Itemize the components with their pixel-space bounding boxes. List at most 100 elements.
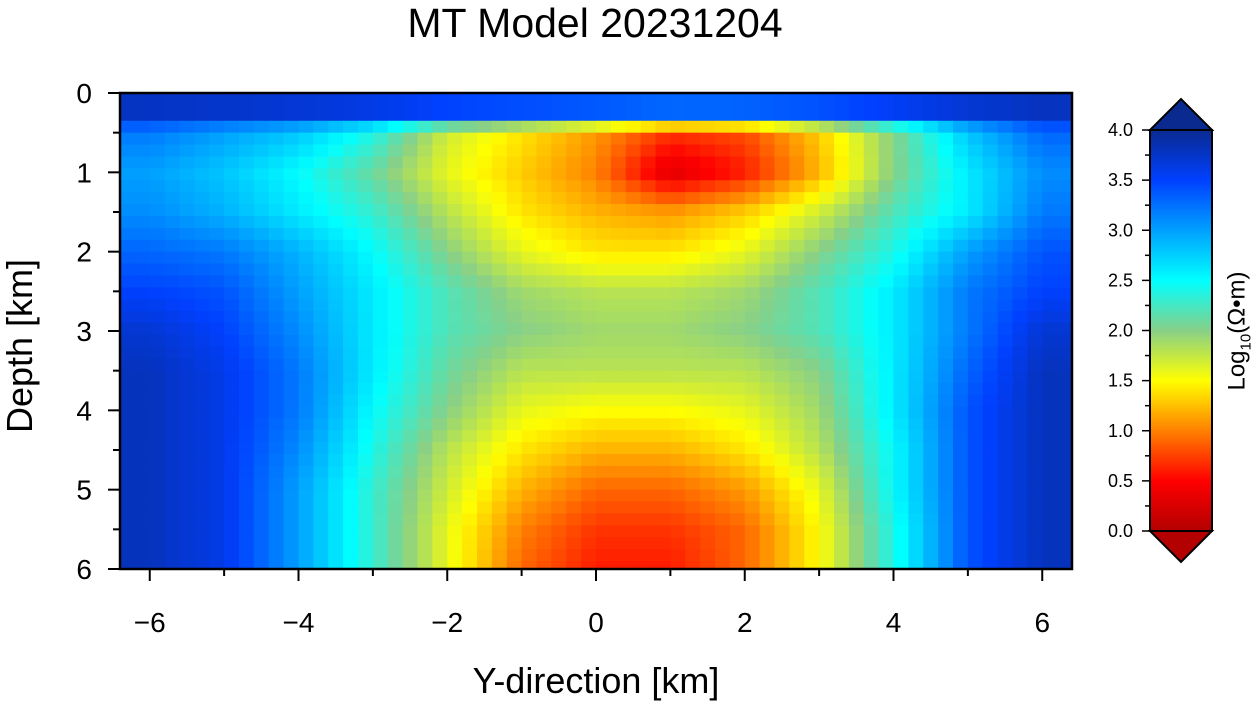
heatmap-cell <box>1042 513 1058 526</box>
heatmap-cell <box>328 239 344 253</box>
heatmap-cell <box>402 418 419 431</box>
heatmap-cell <box>239 120 255 134</box>
heatmap-cell <box>164 275 181 288</box>
heatmap-cell <box>343 358 359 372</box>
heatmap-cell <box>358 275 374 288</box>
heatmap-cell <box>625 263 642 277</box>
heatmap-cell <box>328 334 344 348</box>
heatmap-cell <box>759 346 776 360</box>
heatmap-cell <box>774 537 790 550</box>
heatmap-cell <box>893 120 909 134</box>
heatmap-cell <box>298 418 314 431</box>
heatmap-cell <box>253 132 270 146</box>
heatmap-cell <box>610 561 627 570</box>
heatmap-cell <box>789 453 805 467</box>
heatmap-cell <box>447 442 463 455</box>
heatmap-cell <box>715 144 731 158</box>
heatmap-cell <box>447 418 463 431</box>
heatmap-cell <box>283 215 300 229</box>
heatmap-cell <box>462 525 478 538</box>
heatmap-cell <box>417 93 433 122</box>
heatmap-cell <box>387 406 404 419</box>
heatmap-cell <box>209 180 225 193</box>
heatmap-cell <box>209 263 225 277</box>
y-tick-label: 5 <box>76 475 92 506</box>
heatmap-cell <box>268 477 285 491</box>
heatmap-cell <box>953 144 969 158</box>
heatmap-cell <box>863 251 880 265</box>
heatmap-cell <box>610 358 627 372</box>
heatmap-cell <box>343 453 359 467</box>
heatmap-cell <box>715 168 731 181</box>
heatmap-cell <box>700 227 716 241</box>
heatmap-cell <box>239 561 255 570</box>
heatmap-cell <box>253 168 270 181</box>
heatmap-cell <box>670 156 686 169</box>
heatmap-cell <box>477 156 493 169</box>
heatmap-cell <box>462 120 478 134</box>
heatmap-cell <box>789 204 805 217</box>
heatmap-cell <box>506 93 523 122</box>
heatmap-cell <box>938 430 954 443</box>
heatmap-cell <box>819 299 835 312</box>
heatmap-cell <box>194 370 210 384</box>
heatmap-cell <box>640 299 657 312</box>
heatmap-cell <box>149 334 166 348</box>
heatmap-cell <box>893 323 909 336</box>
heatmap-cell <box>700 442 716 455</box>
colorbar-label: Log10(Ω•m) <box>1224 271 1255 390</box>
heatmap-cell <box>670 239 686 253</box>
heatmap-cell <box>744 192 761 205</box>
heatmap-cell <box>402 239 419 253</box>
heatmap-cell <box>923 537 939 550</box>
heatmap-cell <box>179 477 195 491</box>
heatmap-cell <box>358 549 374 562</box>
heatmap-cell <box>848 453 865 467</box>
heatmap-cell <box>239 501 255 515</box>
heatmap-cell <box>610 204 627 217</box>
heatmap-cell <box>536 334 552 348</box>
heatmap-cell <box>729 453 746 467</box>
heatmap-cell <box>268 430 285 443</box>
heatmap-cell <box>670 144 686 158</box>
heatmap-cell <box>878 358 895 372</box>
heatmap-cell <box>596 156 612 169</box>
heatmap-cell <box>432 239 448 253</box>
heatmap-cell <box>313 537 329 550</box>
heatmap-cell <box>120 251 136 265</box>
heatmap-cell <box>268 537 285 550</box>
heatmap-cell <box>715 311 731 324</box>
heatmap-cell <box>358 323 374 336</box>
heatmap-cell <box>967 323 984 336</box>
heatmap-cell <box>893 239 909 253</box>
heatmap-cell <box>491 370 508 384</box>
heatmap-cell <box>610 370 627 384</box>
heatmap-cell <box>194 406 210 419</box>
heatmap-cell <box>670 549 686 562</box>
heatmap-cell <box>477 275 493 288</box>
heatmap-cell <box>655 501 671 515</box>
heatmap-cell <box>194 192 210 205</box>
heatmap-cell <box>834 334 850 348</box>
heatmap-cell <box>328 132 344 146</box>
heatmap-cell <box>1042 477 1058 491</box>
x-axis-ticks: −6 −4 −2 0 2 4 6 <box>134 569 1050 638</box>
heatmap-cell <box>759 144 776 158</box>
heatmap-cell <box>923 513 939 526</box>
heatmap-cell <box>209 442 225 455</box>
heatmap-cell <box>967 489 984 503</box>
heatmap-cell <box>358 370 374 384</box>
heatmap-cell <box>1027 394 1043 407</box>
heatmap-cell <box>834 275 850 288</box>
heatmap-cell <box>521 132 538 146</box>
heatmap-cell <box>715 418 731 431</box>
heatmap-cell <box>149 144 166 158</box>
heatmap-cell <box>581 370 597 384</box>
heatmap-cell <box>997 346 1014 360</box>
heatmap-cell <box>700 358 716 372</box>
heatmap-cell <box>358 513 374 526</box>
heatmap-cell <box>982 465 999 479</box>
heatmap-cell <box>715 513 731 526</box>
heatmap-cell <box>239 477 255 491</box>
heatmap-cell <box>1042 525 1058 538</box>
